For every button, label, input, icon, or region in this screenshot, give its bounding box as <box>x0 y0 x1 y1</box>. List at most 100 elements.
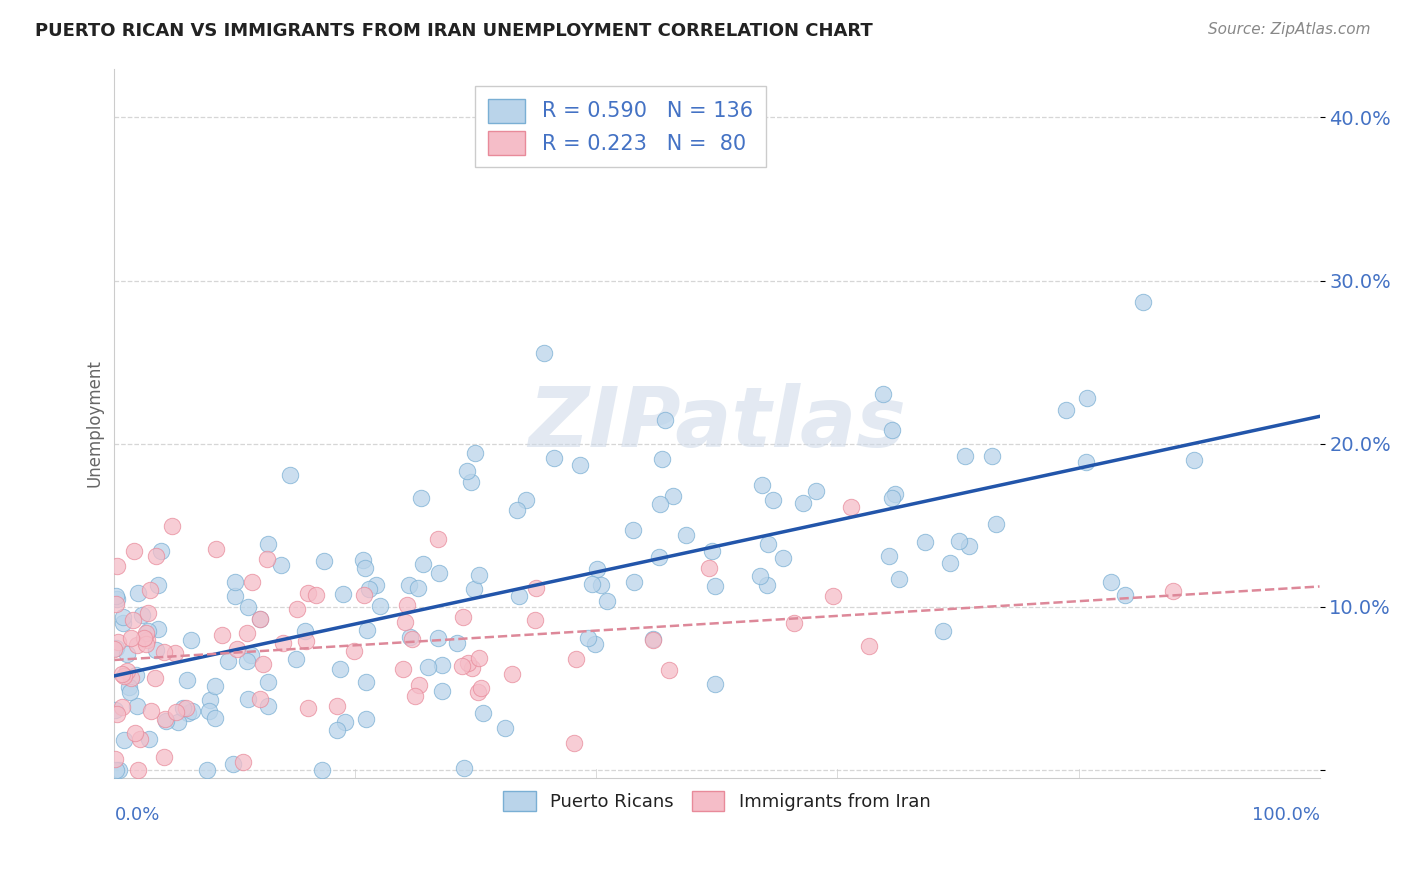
Point <box>132 631 155 645</box>
Point <box>700 544 723 558</box>
Point <box>297 586 319 600</box>
Point <box>914 535 936 549</box>
Point <box>149 544 172 558</box>
Point <box>155 714 177 728</box>
Point <box>427 532 450 546</box>
Point <box>576 631 599 645</box>
Point <box>392 662 415 676</box>
Point <box>879 549 901 563</box>
Point <box>153 645 176 659</box>
Point <box>326 723 349 738</box>
Point <box>295 634 318 648</box>
Point <box>451 659 474 673</box>
Point <box>294 624 316 638</box>
Point <box>333 714 356 729</box>
Point <box>311 763 333 777</box>
Point <box>236 654 259 668</box>
Point <box>364 578 387 592</box>
Point <box>145 643 167 657</box>
Point <box>252 657 274 671</box>
Point <box>153 749 176 764</box>
Point <box>662 489 685 503</box>
Point <box>236 626 259 640</box>
Point <box>353 588 375 602</box>
Point <box>112 610 135 624</box>
Point <box>139 582 162 597</box>
Point <box>131 607 153 622</box>
Point <box>240 648 263 662</box>
Point <box>408 678 430 692</box>
Text: ZIPatlas: ZIPatlas <box>529 383 905 464</box>
Point <box>107 634 129 648</box>
Y-axis label: Unemployment: Unemployment <box>86 359 103 487</box>
Point <box>128 732 150 747</box>
Point <box>792 496 814 510</box>
Point <box>533 346 555 360</box>
Point <box>104 640 127 655</box>
Point <box>804 484 827 499</box>
Point <box>111 667 134 681</box>
Point <box>751 478 773 492</box>
Point <box>654 413 676 427</box>
Point <box>104 703 127 717</box>
Point <box>224 574 246 589</box>
Point <box>651 452 673 467</box>
Point <box>981 449 1004 463</box>
Point <box>675 528 697 542</box>
Point <box>460 475 482 490</box>
Point <box>270 558 292 572</box>
Point <box>596 594 619 608</box>
Point <box>1114 588 1136 602</box>
Point <box>464 445 486 459</box>
Point <box>174 701 197 715</box>
Point <box>136 624 159 638</box>
Point <box>453 761 475 775</box>
Point <box>112 615 135 630</box>
Point <box>332 587 354 601</box>
Point <box>297 701 319 715</box>
Point <box>249 691 271 706</box>
Point <box>120 631 142 645</box>
Point <box>125 668 148 682</box>
Point <box>114 669 136 683</box>
Point <box>1132 294 1154 309</box>
Point <box>882 424 904 438</box>
Point <box>468 568 491 582</box>
Point <box>240 574 263 589</box>
Point <box>432 683 454 698</box>
Point <box>343 644 366 658</box>
Point <box>145 549 167 563</box>
Point <box>284 652 307 666</box>
Point <box>583 636 606 650</box>
Point <box>1182 453 1205 467</box>
Point <box>135 626 157 640</box>
Point <box>153 712 176 726</box>
Point <box>111 699 134 714</box>
Point <box>543 450 565 465</box>
Point <box>703 677 725 691</box>
Point <box>1054 403 1077 417</box>
Point <box>353 561 375 575</box>
Point <box>232 755 254 769</box>
Point <box>456 465 478 479</box>
Point <box>1076 391 1098 405</box>
Point <box>370 599 392 614</box>
Point <box>105 559 128 574</box>
Point <box>122 613 145 627</box>
Point <box>953 450 976 464</box>
Point <box>195 763 218 777</box>
Point <box>105 707 128 722</box>
Point <box>515 493 537 508</box>
Point <box>354 675 377 690</box>
Point <box>858 639 880 653</box>
Point <box>139 705 162 719</box>
Point <box>468 651 491 665</box>
Point <box>148 577 170 591</box>
Point <box>118 681 141 695</box>
Point <box>204 711 226 725</box>
Point <box>872 386 894 401</box>
Point <box>470 681 492 696</box>
Point <box>623 574 645 589</box>
Point <box>641 633 664 648</box>
Point <box>103 641 125 656</box>
